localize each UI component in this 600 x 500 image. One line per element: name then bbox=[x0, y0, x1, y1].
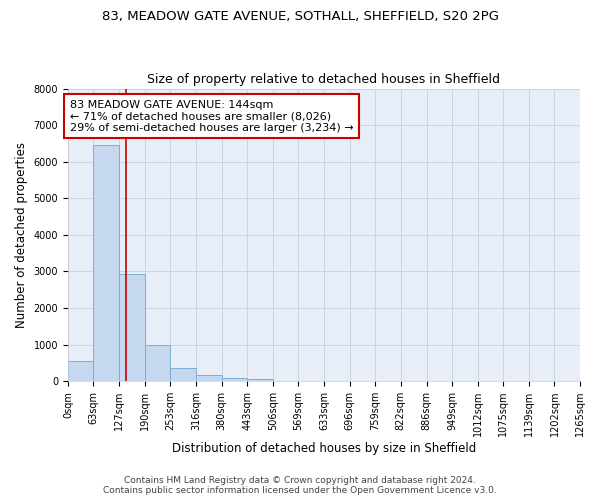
Title: Size of property relative to detached houses in Sheffield: Size of property relative to detached ho… bbox=[148, 73, 500, 86]
X-axis label: Distribution of detached houses by size in Sheffield: Distribution of detached houses by size … bbox=[172, 442, 476, 455]
Text: Contains HM Land Registry data © Crown copyright and database right 2024.
Contai: Contains HM Land Registry data © Crown c… bbox=[103, 476, 497, 495]
Bar bbox=[94, 146, 119, 381]
Bar bbox=[247, 379, 273, 381]
Y-axis label: Number of detached properties: Number of detached properties bbox=[15, 142, 28, 328]
Bar bbox=[145, 346, 170, 381]
Text: 83 MEADOW GATE AVENUE: 144sqm
← 71% of detached houses are smaller (8,026)
29% o: 83 MEADOW GATE AVENUE: 144sqm ← 71% of d… bbox=[70, 100, 353, 132]
Bar bbox=[196, 376, 222, 381]
Bar bbox=[119, 274, 145, 381]
Bar bbox=[68, 361, 94, 381]
Text: 83, MEADOW GATE AVENUE, SOTHALL, SHEFFIELD, S20 2PG: 83, MEADOW GATE AVENUE, SOTHALL, SHEFFIE… bbox=[101, 10, 499, 23]
Bar bbox=[222, 378, 247, 381]
Bar bbox=[170, 368, 196, 381]
